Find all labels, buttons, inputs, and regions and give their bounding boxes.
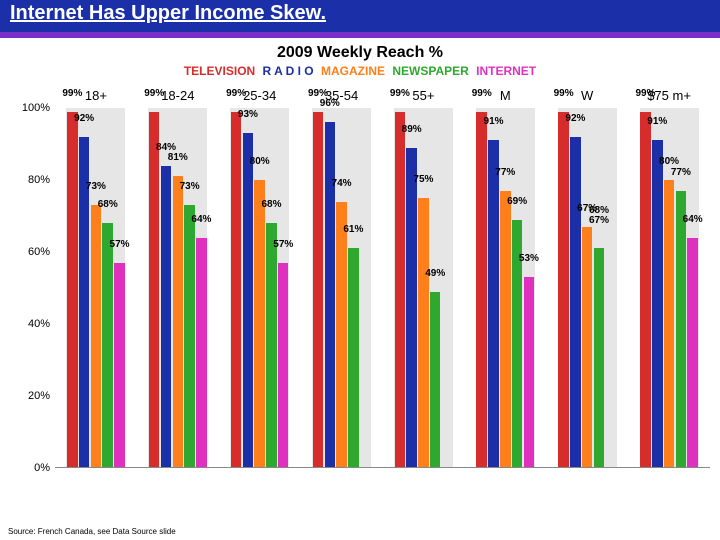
bar-label: 93% [238, 109, 258, 121]
bar-label: 61% [343, 224, 363, 236]
legend-item: MAGAZINE [321, 64, 385, 78]
legend: TELEVISION R A D I O MAGAZINE NEWSPAPER … [0, 64, 720, 78]
accent-stripe [0, 32, 720, 38]
source-note: Source: French Canada, see Data Source s… [8, 527, 176, 536]
y-tick: 60% [28, 246, 50, 258]
page-title: Internet Has Upper Income Skew. [10, 2, 326, 24]
bar [336, 202, 346, 468]
y-tick: 40% [28, 318, 50, 330]
bar-label: 99% [62, 88, 82, 100]
bar-label: 73% [86, 181, 106, 193]
bar-label: 91% [484, 116, 504, 128]
bar-label: 81% [168, 152, 188, 164]
x-label: 18+ [85, 88, 107, 103]
x-label: W [581, 88, 593, 103]
x-label: 18-24 [161, 88, 194, 103]
bar [325, 122, 335, 468]
bar [406, 148, 416, 468]
bar-label: 49% [425, 268, 445, 280]
bar-label: 53% [519, 253, 539, 265]
legend-item: NEWSPAPER [392, 64, 468, 78]
bar [161, 166, 171, 468]
bar [687, 238, 697, 468]
bar-label: 99% [635, 88, 655, 100]
bar [594, 248, 604, 468]
bar-label: 75% [413, 174, 433, 186]
bar-label: 91% [647, 116, 667, 128]
bar [266, 223, 276, 468]
bar-label: 92% [565, 113, 585, 125]
bar [114, 263, 124, 468]
bar-label: 96% [320, 98, 340, 110]
bar [184, 205, 194, 468]
bar [231, 112, 241, 468]
bar [278, 263, 288, 468]
bar-label: 77% [671, 167, 691, 179]
bar [67, 112, 77, 468]
bar [676, 191, 686, 468]
bar-label: 92% [74, 113, 94, 125]
bar [102, 223, 112, 468]
bar-label: 99% [390, 88, 410, 100]
plot-area: 99%92%73%68%57%99%84%81%73%64%99%93%80%6… [55, 108, 710, 468]
bar-label: 89% [402, 124, 422, 136]
x-label: M [500, 88, 511, 103]
bar-label: 64% [191, 214, 211, 226]
bar [348, 248, 358, 468]
bar [582, 227, 592, 468]
y-tick: 20% [28, 390, 50, 402]
bar [664, 180, 674, 468]
bar-label: 57% [110, 239, 130, 251]
bar-label: 77% [495, 167, 515, 179]
bar-label: 99% [472, 88, 492, 100]
chart-subtitle: 2009 Weekly Reach % [0, 44, 720, 62]
bar [524, 277, 534, 468]
bar-label: 68%67% [589, 206, 609, 227]
reach-chart: 0%20%40%60%80%100% 18+18-2425-3435-5455+… [55, 88, 710, 483]
bar [652, 140, 662, 468]
y-tick: 80% [28, 174, 50, 186]
bar [149, 112, 159, 468]
bar [313, 112, 323, 468]
y-axis: 0%20%40%60%80%100% [10, 108, 50, 468]
legend-item: R A D I O [263, 64, 314, 78]
y-tick: 100% [22, 102, 50, 114]
bar [558, 112, 568, 468]
bar-label: 73% [180, 181, 200, 193]
bar-label: 99% [226, 88, 246, 100]
bar [488, 140, 498, 468]
bar [430, 292, 440, 468]
bar-label: 99% [144, 88, 164, 100]
bar-label: 57% [273, 239, 293, 251]
bar-label: 69% [507, 196, 527, 208]
bar-label: 64% [683, 214, 703, 226]
bar [91, 205, 101, 468]
title-band: Internet Has Upper Income Skew. [0, 0, 720, 38]
x-label: 25-34 [243, 88, 276, 103]
bar [570, 137, 580, 468]
x-label: 55+ [412, 88, 434, 103]
bar [173, 176, 183, 468]
bar-label: 80% [250, 156, 270, 168]
y-tick: 0% [34, 462, 50, 474]
x-axis-line [55, 467, 710, 468]
bar-label: 99% [554, 88, 574, 100]
bar [254, 180, 264, 468]
bar-label: 68% [261, 199, 281, 211]
bar [395, 112, 405, 468]
bar [640, 112, 650, 468]
legend-item: TELEVISION [184, 64, 255, 78]
bar-label: 68% [98, 199, 118, 211]
bar [500, 191, 510, 468]
bar [476, 112, 486, 468]
bar [243, 133, 253, 468]
bar [418, 198, 428, 468]
bar [196, 238, 206, 468]
bar-label: 74% [332, 178, 352, 190]
legend-item: INTERNET [476, 64, 536, 78]
